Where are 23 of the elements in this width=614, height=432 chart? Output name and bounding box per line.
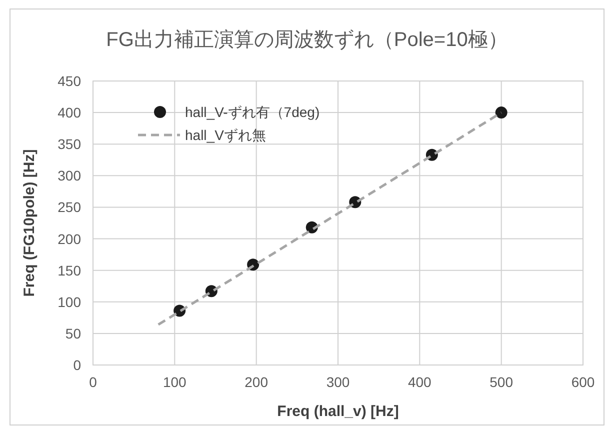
- y-tick-label: 0: [73, 357, 82, 373]
- x-tick-label: 200: [244, 374, 268, 390]
- x-axis-title: Freq (hall_v) [Hz]: [277, 403, 399, 420]
- legend-label: hall_Vずれ無: [185, 127, 266, 143]
- chart-title: FG出力補正演算の周波数ずれ（Pole=10極）: [106, 29, 508, 51]
- y-tick-label: 400: [58, 104, 82, 121]
- y-tick-label: 300: [58, 168, 82, 184]
- legend-label: hall_V-ずれ有（7deg): [185, 104, 320, 120]
- y-tick-label: 100: [58, 294, 82, 310]
- y-tick-label: 50: [65, 325, 82, 342]
- y-tick-label: 250: [58, 199, 82, 216]
- x-tick-label: 100: [162, 374, 187, 390]
- x-tick-label: 300: [326, 374, 350, 390]
- x-tick-label: 400: [408, 374, 432, 390]
- y-axis-title: Freq (FG10pole) [Hz]: [21, 149, 38, 297]
- y-tick-label: 200: [58, 230, 82, 247]
- y-tick-label: 350: [58, 136, 82, 152]
- x-tick-label: 0: [89, 374, 98, 390]
- y-tick-label: 150: [58, 262, 82, 278]
- y-tick-label: 450: [58, 73, 82, 89]
- x-tick-label: 600: [571, 374, 595, 390]
- x-tick-label: 500: [490, 374, 514, 390]
- point: [495, 106, 508, 119]
